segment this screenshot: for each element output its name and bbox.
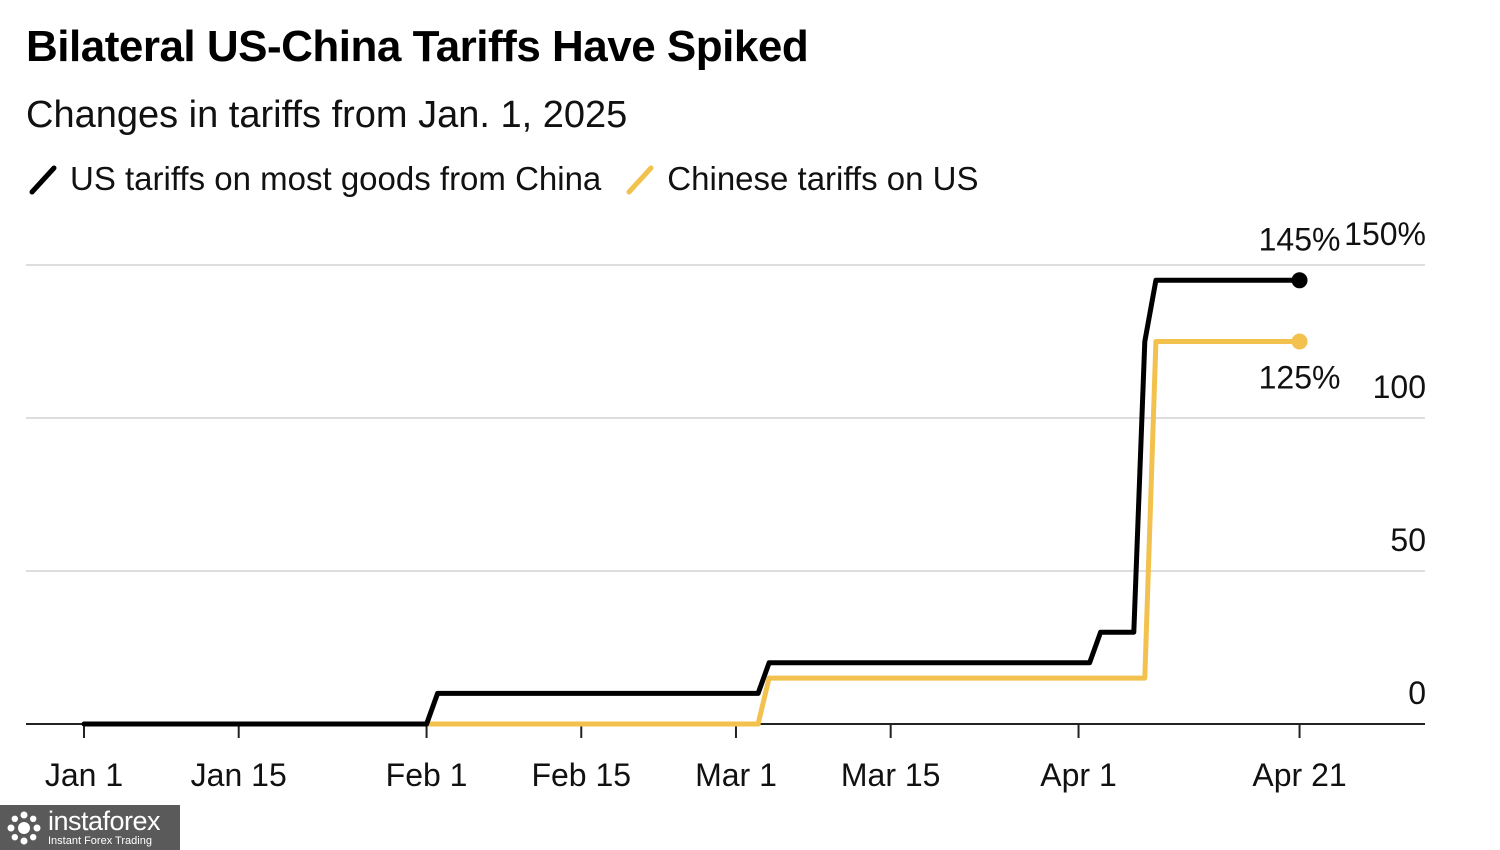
series-line-us [81, 277, 1302, 727]
legend: US tariffs on most goods from China Chin… [26, 160, 1001, 198]
x-tick-label: Mar 1 [695, 757, 777, 793]
y-tick-label: 100 [1373, 369, 1426, 405]
legend-swatch-china-line [626, 165, 654, 195]
chart-title: Bilateral US-China Tariffs Have Spiked [26, 22, 809, 71]
x-tick-label: Apr 21 [1252, 757, 1346, 793]
y-tick-label: 0 [1408, 675, 1426, 711]
x-tick-label: Apr 1 [1040, 757, 1116, 793]
series-end-point-us [1291, 272, 1308, 289]
series-end-label-us: 145% [1259, 221, 1341, 257]
x-tick-label: Feb 1 [386, 757, 468, 793]
watermark-brand: instaforex [48, 806, 161, 836]
legend-label-china: Chinese tariffs on US [667, 160, 979, 197]
series-end-point-china [1291, 333, 1308, 350]
legend-item-us: US tariffs on most goods from China [26, 160, 601, 198]
legend-label-us: US tariffs on most goods from China [70, 160, 602, 197]
series-line-china [81, 339, 1302, 727]
legend-swatch-us-line [29, 165, 57, 195]
chart-subtitle: Changes in tariffs from Jan. 1, 2025 [26, 94, 628, 136]
series-end-label-china: 125% [1259, 360, 1341, 396]
legend-swatch-china [626, 165, 654, 195]
watermark: instaforex Instant Forex Trading [0, 805, 180, 850]
x-tick-label: Feb 15 [531, 757, 631, 793]
x-tick-label: Jan 15 [191, 757, 287, 793]
watermark-tagline: Instant Forex Trading [48, 835, 152, 847]
instaforex-logo-icon [7, 811, 41, 844]
legend-swatch-us [29, 165, 57, 195]
x-tick-label: Mar 15 [841, 757, 941, 793]
y-tick-label: 150% [1344, 216, 1426, 252]
x-tick-label: Jan 1 [45, 757, 123, 793]
legend-item-china: Chinese tariffs on US [623, 160, 979, 198]
y-tick-label: 50 [1390, 522, 1426, 558]
